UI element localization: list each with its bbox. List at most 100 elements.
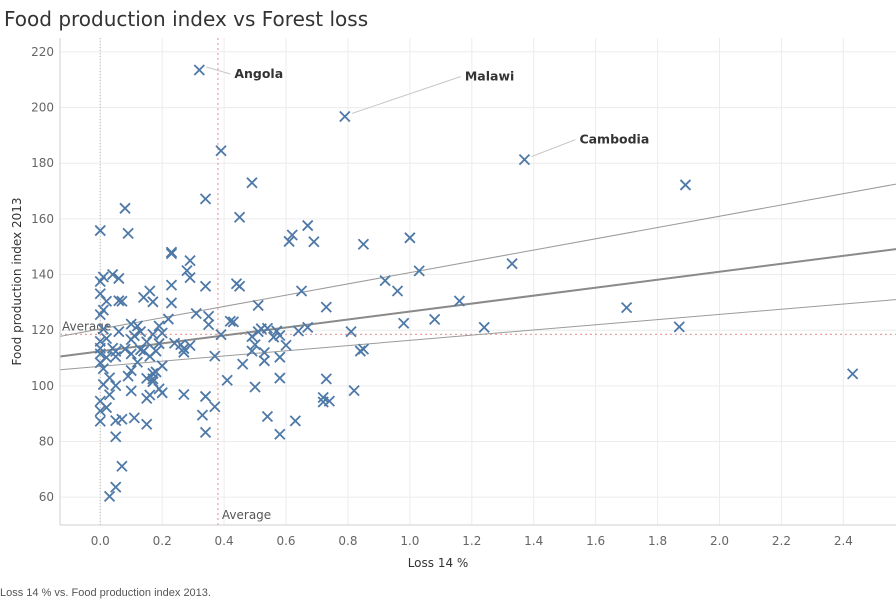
y-axis-title: Food production index 2013 bbox=[10, 197, 24, 365]
data-point-stroke bbox=[110, 379, 122, 392]
data-point bbox=[280, 339, 292, 351]
data-point bbox=[153, 320, 165, 332]
data-point bbox=[246, 177, 258, 189]
data-point-stroke bbox=[125, 334, 137, 346]
data-point-stroke bbox=[317, 396, 329, 408]
data-point bbox=[162, 313, 175, 325]
x-tick-label: 0.6 bbox=[276, 534, 295, 548]
data-point bbox=[147, 373, 159, 385]
data-point-stroke bbox=[190, 307, 202, 320]
data-point-stroke bbox=[165, 246, 178, 258]
data-point bbox=[249, 339, 261, 351]
data-point-stroke bbox=[125, 318, 137, 330]
data-point-stroke bbox=[286, 229, 298, 241]
data-point-stroke bbox=[94, 288, 106, 300]
data-point bbox=[147, 296, 159, 308]
data-point-stroke bbox=[181, 265, 193, 277]
data-point bbox=[202, 310, 215, 322]
data-point-stroke bbox=[184, 271, 196, 284]
data-point bbox=[233, 280, 246, 292]
trend-band-lower bbox=[59, 299, 896, 371]
data-point bbox=[413, 265, 425, 277]
data-point-stroke bbox=[215, 329, 227, 341]
data-point-stroke bbox=[168, 337, 181, 349]
data-point bbox=[847, 368, 859, 380]
x-tick-label: 2.4 bbox=[834, 534, 853, 548]
data-point-stroke bbox=[97, 323, 109, 335]
data-point-stroke bbox=[134, 344, 147, 356]
data-point bbox=[227, 316, 240, 328]
data-point-stroke bbox=[153, 337, 165, 350]
data-point bbox=[150, 366, 162, 378]
x-tick-label: 1.6 bbox=[586, 534, 605, 548]
data-point bbox=[252, 299, 264, 312]
data-point-stroke bbox=[413, 265, 425, 277]
data-point bbox=[320, 373, 332, 385]
data-point bbox=[429, 313, 441, 325]
data-point bbox=[119, 202, 131, 214]
data-point bbox=[199, 193, 212, 205]
data-point-stroke bbox=[518, 153, 531, 166]
data-point-stroke bbox=[202, 310, 215, 322]
data-point bbox=[97, 323, 109, 335]
data-point-stroke bbox=[94, 275, 106, 288]
data-point-stroke bbox=[283, 235, 295, 248]
data-point-stroke bbox=[165, 248, 178, 260]
data-point bbox=[125, 385, 137, 397]
data-point-stroke bbox=[100, 401, 113, 414]
x-tick-label: 0.8 bbox=[338, 534, 357, 548]
data-point-stroke bbox=[199, 426, 212, 438]
data-point-stroke bbox=[147, 373, 159, 385]
data-point-stroke bbox=[94, 224, 106, 237]
data-point-stroke bbox=[178, 346, 190, 358]
data-point bbox=[141, 392, 153, 405]
data-point-stroke bbox=[193, 64, 205, 76]
data-point bbox=[134, 344, 147, 356]
data-point-stroke bbox=[128, 412, 140, 424]
data-point bbox=[184, 254, 196, 267]
data-point-stroke bbox=[141, 392, 153, 405]
annotation-leader bbox=[531, 139, 576, 158]
data-point-stroke bbox=[261, 410, 274, 423]
y-tick-label: 100 bbox=[31, 379, 54, 393]
data-point bbox=[116, 295, 128, 307]
data-point bbox=[286, 229, 298, 241]
data-point bbox=[292, 325, 305, 337]
x-tick-label: 0.4 bbox=[215, 534, 234, 548]
reference-lines: Average Average bbox=[60, 38, 896, 525]
data-point bbox=[100, 295, 113, 307]
data-point bbox=[110, 481, 122, 493]
data-point-stroke bbox=[215, 145, 227, 157]
data-point-stroke bbox=[119, 202, 131, 214]
data-point bbox=[199, 426, 212, 438]
data-point-stroke bbox=[147, 376, 159, 388]
data-point bbox=[178, 346, 190, 358]
data-point-stroke bbox=[144, 350, 156, 362]
data-point-stroke bbox=[673, 321, 685, 333]
data-point-stroke bbox=[506, 258, 518, 270]
data-point-stroke bbox=[252, 299, 264, 312]
data-point bbox=[224, 315, 236, 327]
annotation-leader bbox=[206, 66, 231, 75]
y-tick-label: 80 bbox=[39, 435, 54, 449]
data-point-stroke bbox=[147, 296, 159, 308]
data-point-stroke bbox=[100, 332, 113, 345]
data-point-stroke bbox=[357, 238, 370, 250]
data-point bbox=[215, 145, 227, 157]
data-point-stroke bbox=[147, 328, 159, 341]
data-point bbox=[119, 343, 131, 355]
data-point bbox=[317, 391, 329, 404]
data-point bbox=[128, 412, 140, 424]
data-point-stroke bbox=[679, 179, 692, 191]
data-point bbox=[258, 346, 270, 359]
data-point bbox=[221, 374, 233, 386]
data-point bbox=[339, 110, 351, 123]
data-point-stroke bbox=[137, 345, 150, 357]
data-point-stroke bbox=[131, 356, 144, 368]
data-point bbox=[110, 379, 122, 392]
data-point bbox=[94, 357, 106, 369]
data-point bbox=[94, 348, 106, 360]
chart-title: Food production index vs Forest loss bbox=[4, 7, 369, 31]
data-point bbox=[131, 356, 144, 368]
data-point-stroke bbox=[165, 297, 178, 309]
